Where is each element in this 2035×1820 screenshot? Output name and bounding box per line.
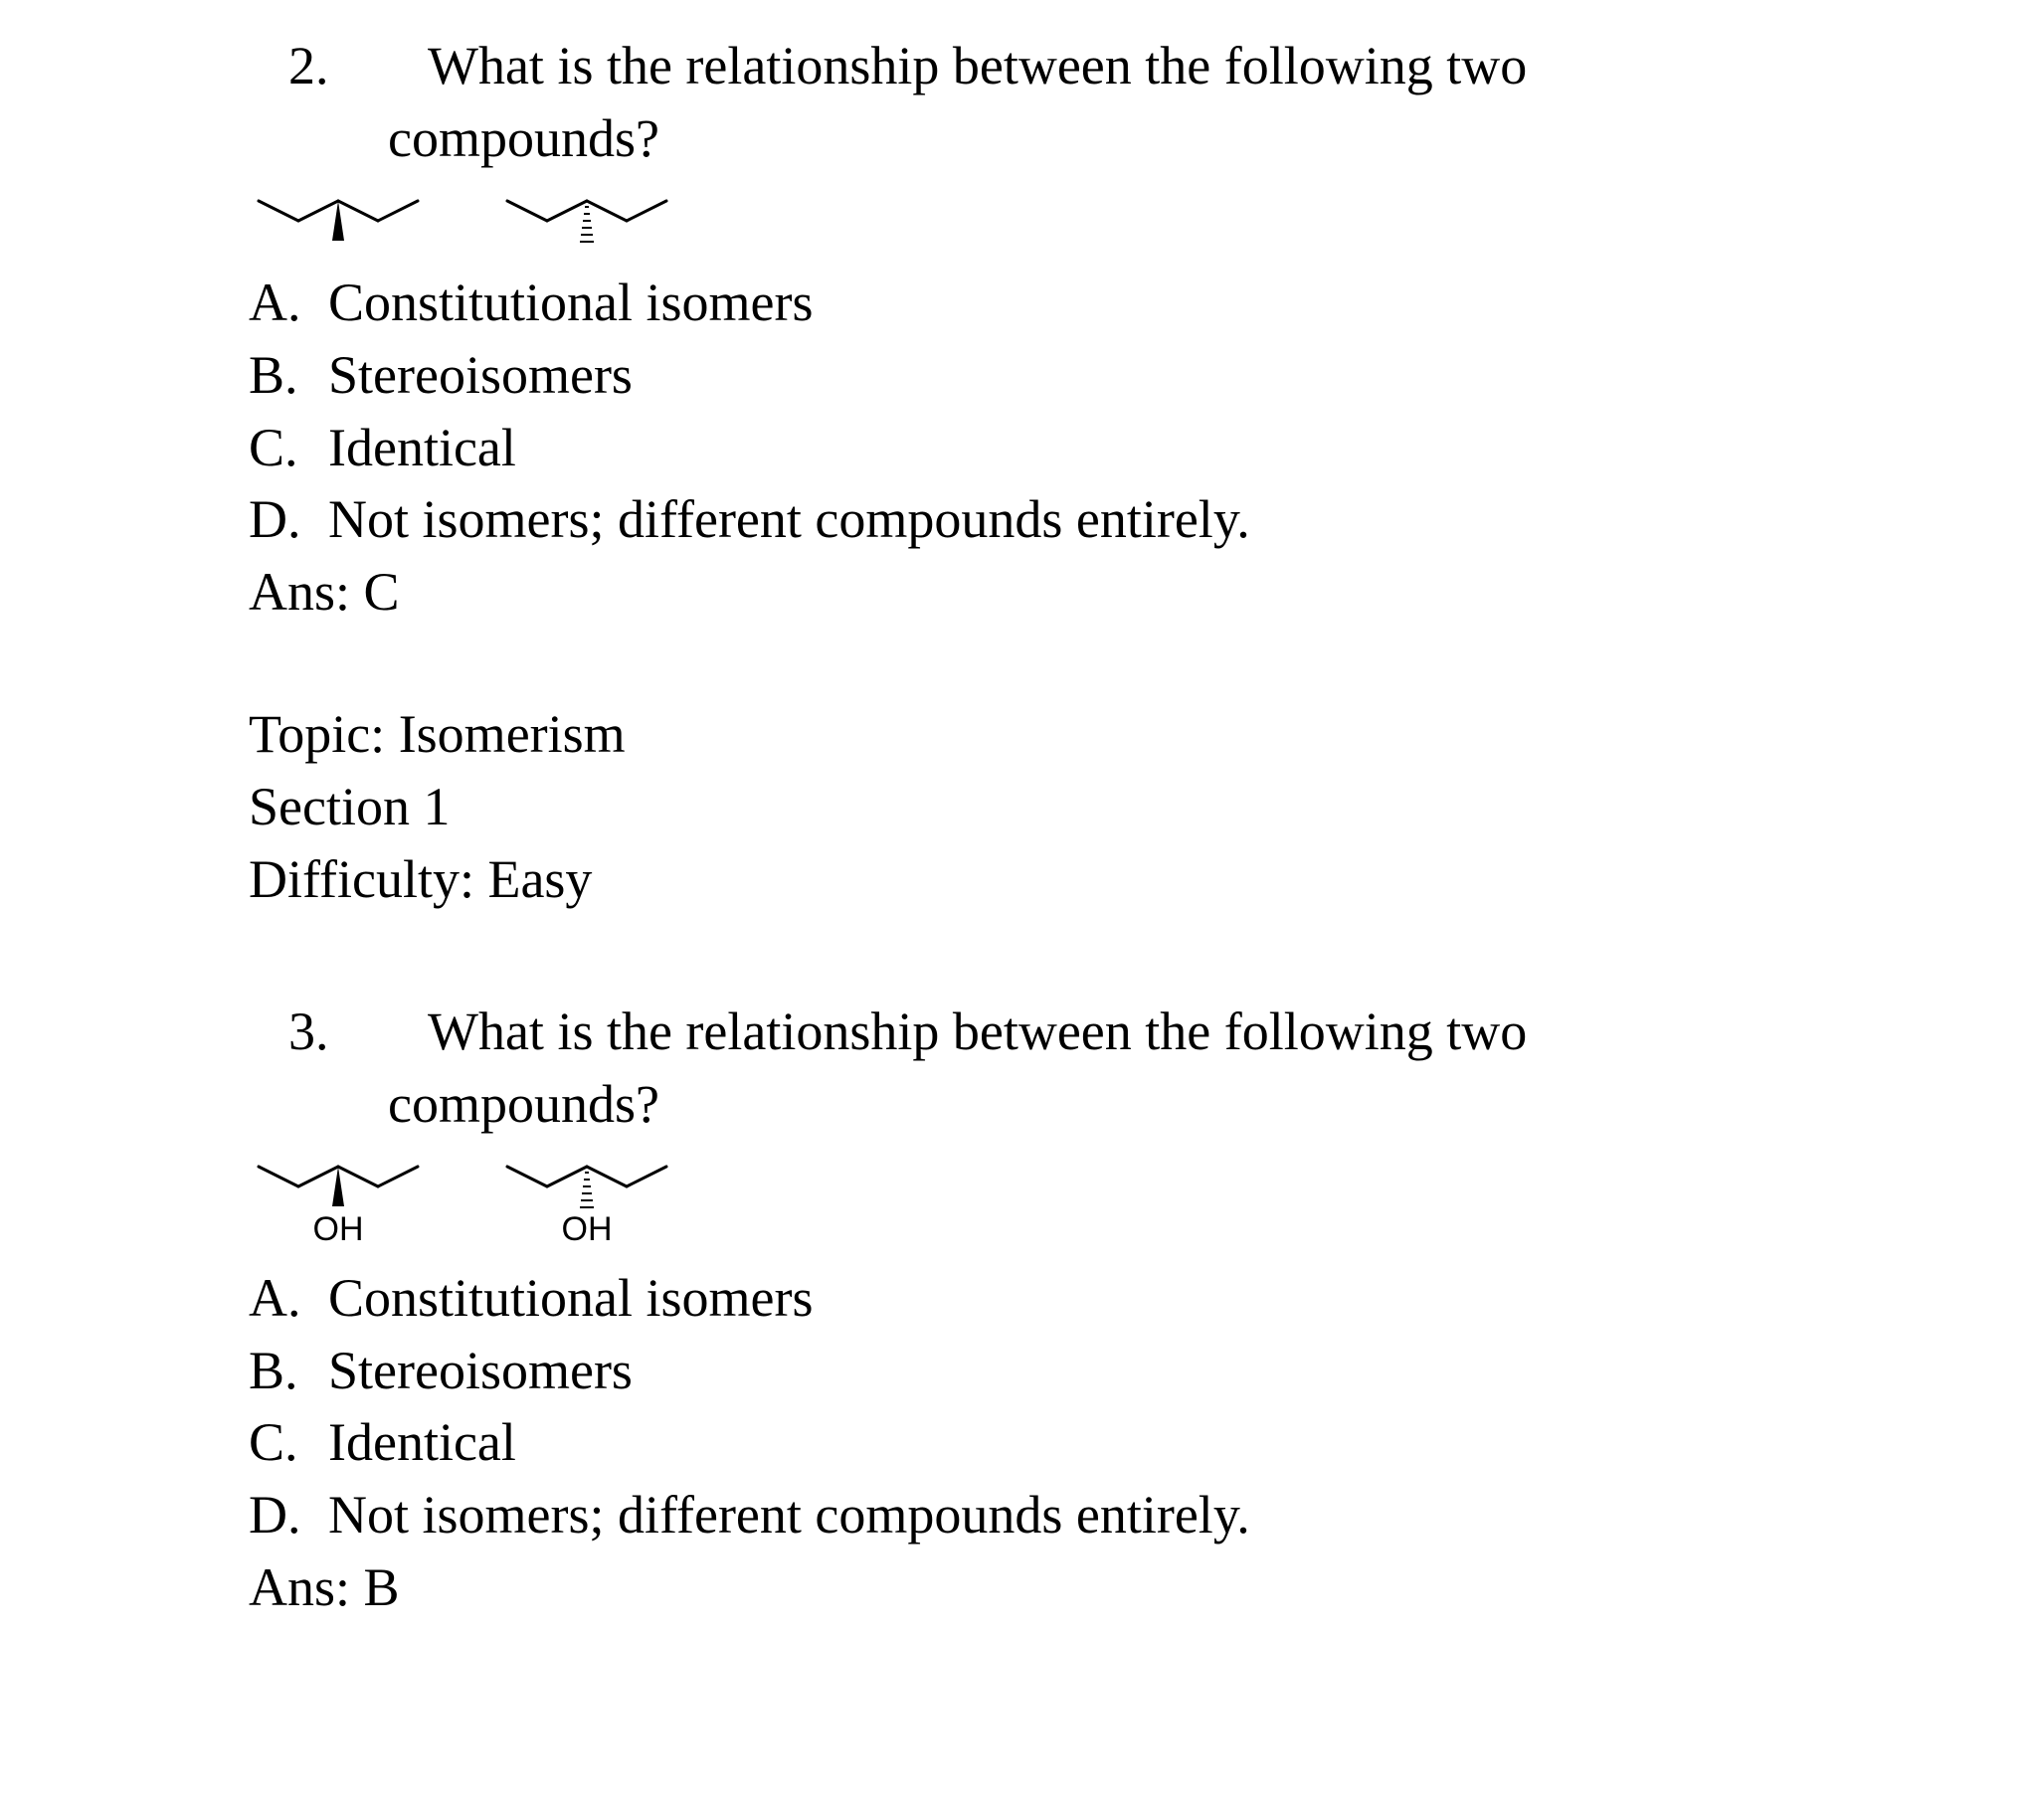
q3-option-b: B. Stereoisomers — [249, 1335, 1975, 1407]
question-2-header: 2. What is the relationship between the … — [249, 30, 1975, 102]
q2-option-d-letter: D. — [249, 483, 328, 556]
q3-option-c-text: Identical — [328, 1406, 516, 1479]
q2-structures — [249, 183, 1975, 263]
q2-structure-wedge-icon — [249, 183, 428, 263]
meta-section: Section 1 — [249, 771, 1975, 843]
q2-option-b-text: Stereoisomers — [328, 339, 633, 412]
wedge-bond-icon — [332, 201, 344, 241]
page: 2. What is the relationship between the … — [0, 0, 2035, 1820]
q3-option-d: D. Not isomers; different compounds enti… — [249, 1479, 1975, 1551]
q2-option-b-letter: B. — [249, 339, 328, 412]
q2-prompt-line2: compounds? — [249, 102, 1975, 175]
q2-structure-hash-icon — [497, 183, 676, 263]
q3-option-c: C. Identical — [249, 1406, 1975, 1479]
q3-option-a: A. Constitutional isomers — [249, 1262, 1975, 1335]
q3-option-d-letter: D. — [249, 1479, 328, 1551]
q3-option-b-letter: B. — [249, 1335, 328, 1407]
question-2-number: 2. — [249, 30, 428, 102]
q3-option-c-letter: C. — [249, 1406, 328, 1479]
q3-prompt-line1: What is the relationship between the fol… — [428, 1001, 1527, 1061]
q2-option-a-text: Constitutional isomers — [328, 267, 814, 339]
hash-bond-icon — [580, 207, 594, 242]
q3-options: A. Constitutional isomers B. Stereoisome… — [249, 1262, 1975, 1624]
q2-answer: Ans: C — [249, 556, 1975, 629]
hash-bond-icon — [580, 1173, 594, 1207]
q3-option-a-text: Constitutional isomers — [328, 1262, 814, 1335]
q3-answer: Ans: B — [249, 1551, 1975, 1624]
q2-option-d-text: Not isomers; different compounds entirel… — [328, 483, 1250, 556]
q2-option-c: C. Identical — [249, 412, 1975, 484]
q3-structure-hash-icon: OH — [497, 1149, 676, 1258]
q2-option-c-text: Identical — [328, 412, 516, 484]
meta-block: Topic: Isomerism Section 1 Difficulty: E… — [249, 698, 1975, 916]
question-3-header: 3. What is the relationship between the … — [249, 996, 1975, 1068]
q2-options: A. Constitutional isomers B. Stereoisome… — [249, 267, 1975, 629]
q2-option-b: B. Stereoisomers — [249, 339, 1975, 412]
q2-option-a-letter: A. — [249, 267, 328, 339]
q2-option-d: D. Not isomers; different compounds enti… — [249, 483, 1975, 556]
q3-prompt-line2: compounds? — [249, 1068, 1975, 1141]
oh-label: OH — [562, 1210, 613, 1248]
q3-option-a-letter: A. — [249, 1262, 328, 1335]
q3-option-d-text: Not isomers; different compounds entirel… — [328, 1479, 1250, 1551]
q2-option-a: A. Constitutional isomers — [249, 267, 1975, 339]
q3-structures: OH OH — [249, 1149, 1975, 1258]
meta-difficulty: Difficulty: Easy — [249, 843, 1975, 916]
q2-prompt-line1: What is the relationship between the fol… — [428, 36, 1527, 95]
q3-structure-wedge-icon: OH — [249, 1149, 428, 1258]
q3-option-b-text: Stereoisomers — [328, 1335, 633, 1407]
question-2: 2. What is the relationship between the … — [249, 30, 1975, 629]
question-2-text: What is the relationship between the fol… — [428, 30, 1975, 102]
question-3: 3. What is the relationship between the … — [249, 996, 1975, 1624]
oh-label: OH — [313, 1210, 364, 1248]
q2-option-c-letter: C. — [249, 412, 328, 484]
question-3-text: What is the relationship between the fol… — [428, 996, 1975, 1068]
wedge-bond-icon — [332, 1167, 344, 1206]
question-3-number: 3. — [249, 996, 428, 1068]
meta-topic: Topic: Isomerism — [249, 698, 1975, 771]
